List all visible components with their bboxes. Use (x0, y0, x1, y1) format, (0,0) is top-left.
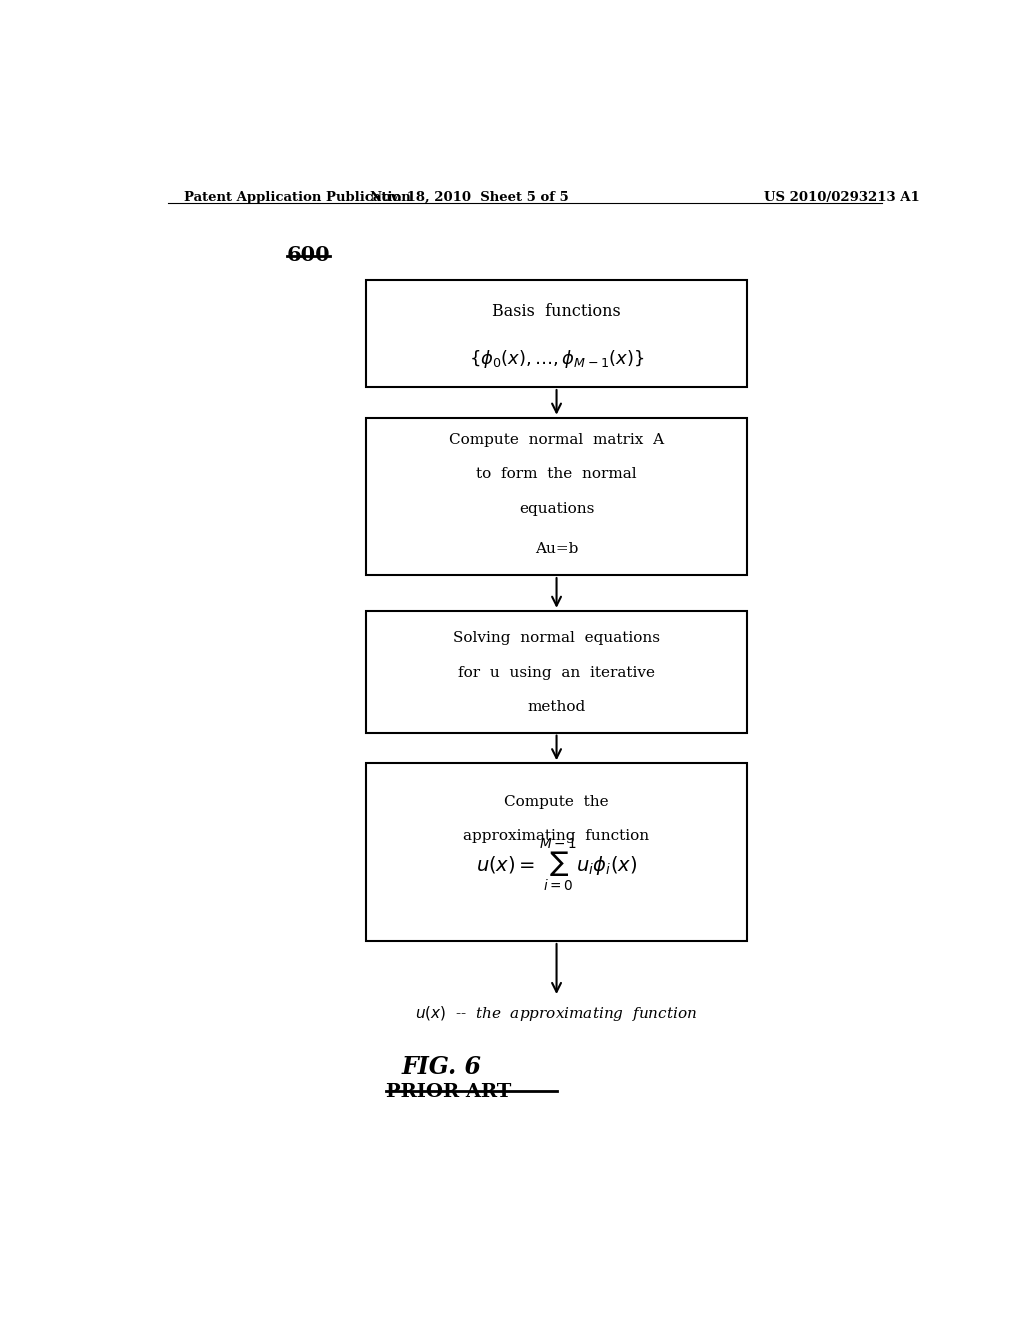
Text: Nov. 18, 2010  Sheet 5 of 5: Nov. 18, 2010 Sheet 5 of 5 (370, 191, 568, 203)
Text: for  u  using  an  iterative: for u using an iterative (458, 665, 655, 680)
FancyBboxPatch shape (367, 611, 748, 733)
Text: equations: equations (519, 502, 594, 516)
FancyBboxPatch shape (367, 763, 748, 941)
FancyBboxPatch shape (367, 280, 748, 387)
Text: Compute  the: Compute the (504, 795, 609, 809)
Text: US 2010/0293213 A1: US 2010/0293213 A1 (764, 191, 921, 203)
Text: method: method (527, 700, 586, 714)
Text: $u(x)$  --  the  approximating  function: $u(x)$ -- the approximating function (416, 1005, 697, 1023)
Text: 600: 600 (287, 244, 331, 265)
Text: Patent Application Publication: Patent Application Publication (183, 191, 411, 203)
Text: Compute  normal  matrix  A: Compute normal matrix A (449, 433, 665, 447)
Text: $u(x) = \sum_{i=0}^{M-1} u_i \phi_i(x)$: $u(x) = \sum_{i=0}^{M-1} u_i \phi_i(x)$ (476, 837, 637, 894)
FancyBboxPatch shape (367, 417, 748, 576)
Text: to  form  the  normal: to form the normal (476, 467, 637, 480)
Text: FIG. 6: FIG. 6 (401, 1055, 481, 1078)
Text: $\{\phi_0(x),\ldots,\phi_{M-1}(x)\}$: $\{\phi_0(x),\ldots,\phi_{M-1}(x)\}$ (469, 348, 644, 370)
Text: approximating  function: approximating function (464, 829, 649, 843)
Text: PRIOR ART: PRIOR ART (386, 1084, 511, 1101)
Text: Basis  functions: Basis functions (493, 302, 621, 319)
Text: Solving  normal  equations: Solving normal equations (453, 631, 660, 645)
Text: Au=b: Au=b (535, 543, 579, 556)
